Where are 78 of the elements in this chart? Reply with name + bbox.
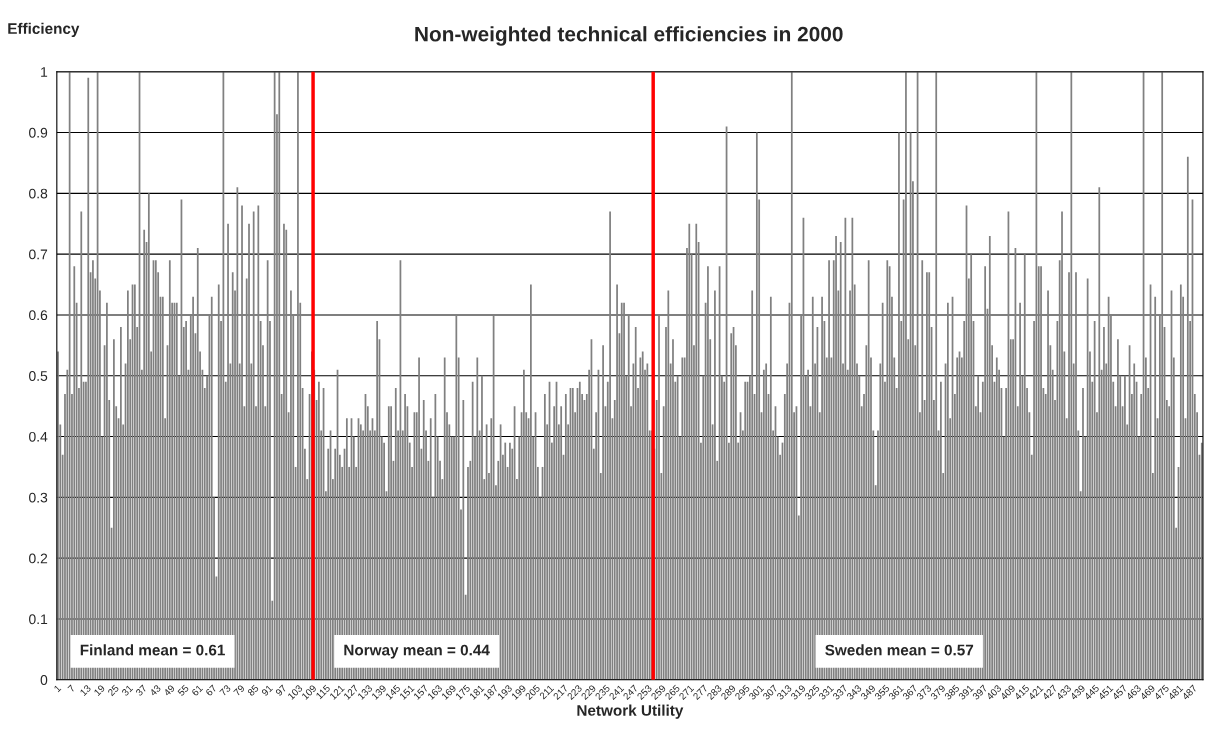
annotation: Sweden mean = 0.57 (825, 644, 974, 656)
x-tick-label: 133 (357, 684, 373, 700)
x-tick-label: 145 (385, 684, 401, 700)
x-tick-label: 49 (163, 684, 176, 697)
x-tick-label: 181 (469, 684, 485, 700)
x-tick-label: 349 (860, 684, 876, 701)
x-tick-label: 175 (455, 684, 471, 700)
x-tick-label: 235 (594, 684, 611, 701)
x-tick-label: 25 (107, 684, 120, 697)
x-tick-label: 463 (1125, 684, 1142, 701)
y-tick-label: 0.6 (29, 310, 48, 321)
x-tick-label: 43 (149, 684, 162, 697)
x-tick-label: 385 (944, 684, 960, 701)
x-tick-label: 163 (427, 684, 443, 700)
chart-title: Non-weighted technical efficiencies in 2000 (415, 26, 843, 46)
x-tick-label: 223 (566, 684, 583, 701)
y-tick-label: 0.5 (29, 371, 48, 381)
x-tick-label: 157 (413, 684, 429, 700)
x-tick-label: 19 (93, 684, 106, 697)
y-tick-label: 0.1 (29, 614, 48, 625)
x-tick-label: 139 (371, 684, 387, 700)
y-tick-label: 0.2 (29, 553, 48, 564)
x-tick-label: 103 (287, 684, 303, 700)
x-tick-label: 37 (135, 684, 148, 697)
y-tick-label: 0.7 (29, 249, 48, 260)
x-tick-label: 79 (233, 684, 246, 697)
y-tick-label: 0.4 (29, 431, 48, 442)
y-tick-label: 0.3 (29, 492, 48, 503)
y-tick-label: 0.8 (29, 188, 48, 199)
x-tick-label: 31 (121, 684, 134, 697)
annotation: Norway mean = 0.44 (344, 644, 490, 659)
x-tick-label: 109 (301, 684, 317, 700)
x-tick-label: 295 (734, 684, 751, 701)
x-tick-label: 379 (930, 684, 946, 701)
x-tick-label: 199 (511, 684, 527, 700)
x-tick-label: 271 (678, 684, 695, 701)
x-tick-label: 229 (580, 684, 597, 701)
x-tick-label: 73 (219, 684, 232, 697)
x-tick-label: 313 (776, 684, 793, 701)
x-tick-label: 391 (958, 684, 974, 701)
x-tick-label: 205 (524, 684, 541, 701)
annotation: Finland mean = 0.61 (80, 644, 225, 656)
y-tick-label: 1 (41, 67, 48, 77)
x-tick-label: 187 (483, 684, 499, 700)
x-tick-label: 403 (985, 684, 1002, 701)
x-tick-label: 1 (53, 684, 62, 693)
x-tick-label: 301 (748, 684, 765, 701)
x-tick-label: 211 (539, 684, 555, 700)
x-tick-label: 127 (343, 684, 359, 700)
x-tick-label: 115 (315, 684, 331, 700)
x-tick-label: 121 (329, 684, 345, 700)
x-tick-label: 193 (497, 684, 513, 700)
x-tick-label: 253 (636, 684, 653, 701)
x-tick-label: 61 (191, 684, 204, 697)
x-tick-label: 7 (67, 684, 76, 693)
x-tick-label: 283 (706, 684, 723, 701)
x-tick-label: 13 (79, 684, 92, 697)
x-tick-label: 55 (177, 684, 190, 697)
x-tick-label: 367 (902, 684, 918, 701)
x-tick-label: 361 (888, 684, 904, 701)
x-tick-label: 373 (916, 684, 932, 701)
x-tick-label: 433 (1055, 684, 1072, 701)
x-tick-label: 91 (261, 684, 273, 697)
y-axis-title: Efficiency (8, 22, 80, 37)
x-tick-label: 331 (818, 684, 834, 701)
x-tick-label: 85 (247, 684, 260, 697)
x-tick-label: 355 (874, 684, 890, 701)
x-tick-label: 97 (275, 684, 287, 697)
x-tick-label: 337 (832, 684, 848, 701)
x-tick-label: 265 (664, 684, 681, 701)
x-tick-label: 169 (441, 684, 457, 700)
x-tick-label: 343 (846, 684, 862, 701)
x-tick-label: 241 (608, 684, 625, 701)
x-tick-label: 67 (205, 684, 218, 697)
y-tick-label: 0.9 (29, 127, 48, 138)
y-tick-label: 0 (40, 675, 48, 685)
x-tick-label: 151 (399, 684, 415, 700)
x-axis-title: Network Utility (577, 704, 684, 719)
